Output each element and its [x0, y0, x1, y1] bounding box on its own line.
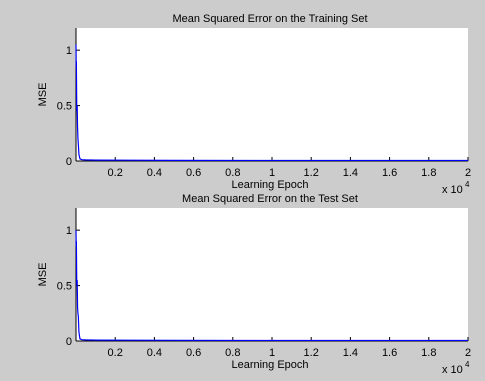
train-axes: 0 0.5 1 0.2 0.4 0.6 0.8 1 1.2 1.4 1.6 1.8 2 Mean Squa…	[37, 13, 471, 196]
test-x-tick-label: 1.8	[421, 347, 436, 359]
test-y-tick-label: 0.5	[57, 281, 72, 293]
train-x-tick-label: 1.4	[343, 167, 358, 179]
train-x-tick-label: 1	[269, 167, 275, 179]
train-y-tick-label: 1	[66, 45, 72, 57]
test-x-multiplier: x 10	[442, 364, 463, 376]
train-series-line	[75, 44, 468, 162]
test-x-tick-label: 0.4	[147, 347, 162, 359]
train-x-tick-label: 0.8	[225, 167, 240, 179]
train-x-tick-label: 0.6	[186, 167, 201, 179]
test-series-line	[75, 230, 468, 342]
test-x-axis-label: Learning Epoch	[231, 359, 308, 371]
test-x-tick-label: 0.8	[225, 347, 240, 359]
test-x-tick-label: 1.6	[382, 347, 397, 359]
test-x-tick-label: 2	[465, 347, 471, 359]
test-chart-title: Mean Squared Error on the Test Set	[182, 193, 358, 205]
train-y-tick-label: 0	[66, 156, 72, 168]
train-chart-title: Mean Squared Error on the Training Set	[172, 13, 367, 25]
test-plot-area	[76, 208, 468, 341]
test-x-tick-label: 0.6	[186, 347, 201, 359]
test-x-tick-label: 1	[269, 347, 275, 359]
train-x-multiplier: x 10	[442, 184, 463, 196]
train-x-tick-label: 2	[465, 167, 471, 179]
train-plot-area	[76, 28, 468, 161]
test-y-tick-label: 1	[66, 225, 72, 237]
train-x-multiplier-exponent: 4	[465, 180, 470, 189]
train-y-tick-label: 0.5	[57, 101, 72, 113]
test-x-multiplier-exponent: 4	[465, 360, 470, 369]
test-x-tick-label: 1.4	[343, 347, 358, 359]
test-y-axis-label: MSE	[37, 263, 49, 287]
test-x-tick-label: 1.2	[304, 347, 319, 359]
test-y-tick-label: 0	[66, 336, 72, 348]
train-x-tick-label: 1.6	[382, 167, 397, 179]
train-x-tick-label: 1.8	[421, 167, 436, 179]
train-x-tick-label: 0.4	[147, 167, 162, 179]
train-x-tick-label: 0.2	[108, 167, 123, 179]
train-x-tick-label: 1.2	[304, 167, 319, 179]
train-y-axis-label: MSE	[37, 83, 49, 107]
test-x-tick-label: 0.2	[108, 347, 123, 359]
train-x-axis-label: Learning Epoch	[231, 179, 308, 191]
test-axes: 0 0.5 1 0.2 0.4 0.6 0.8 1 1.2 1.4 1.6 1.8 2 Mean Squa…	[37, 193, 471, 376]
